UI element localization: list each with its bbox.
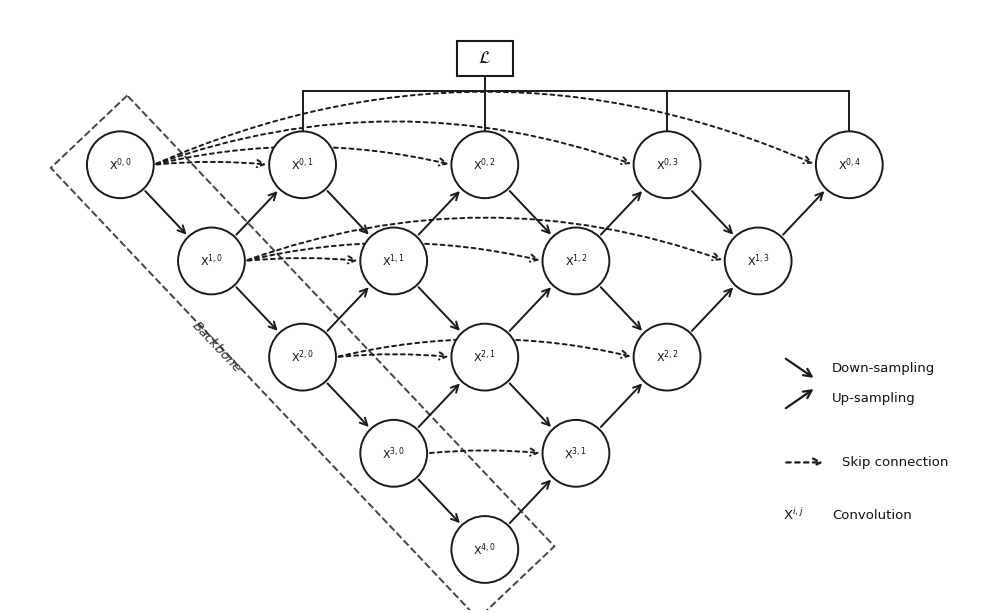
Circle shape: [725, 227, 792, 294]
Text: X$^{1,3}$: X$^{1,3}$: [747, 253, 770, 269]
Circle shape: [543, 227, 609, 294]
Text: Down-sampling: Down-sampling: [832, 362, 935, 375]
Text: X$^{3,0}$: X$^{3,0}$: [382, 445, 405, 462]
FancyBboxPatch shape: [457, 41, 513, 75]
Circle shape: [451, 324, 518, 390]
Text: X$^{2,2}$: X$^{2,2}$: [656, 349, 678, 365]
Text: X$^{2,1}$: X$^{2,1}$: [473, 349, 496, 365]
Circle shape: [451, 131, 518, 198]
Text: X$^{0,0}$: X$^{0,0}$: [109, 156, 132, 173]
Circle shape: [87, 131, 154, 198]
Circle shape: [360, 420, 427, 487]
Text: X$^{0,2}$: X$^{0,2}$: [473, 156, 496, 173]
Text: X$^{4,0}$: X$^{4,0}$: [473, 541, 496, 558]
Text: X$^{1,1}$: X$^{1,1}$: [382, 253, 405, 269]
Circle shape: [269, 131, 336, 198]
Circle shape: [360, 227, 427, 294]
Text: Backbone: Backbone: [189, 319, 244, 375]
Circle shape: [634, 131, 700, 198]
Text: X$^{1,2}$: X$^{1,2}$: [565, 253, 587, 269]
Text: Up-sampling: Up-sampling: [832, 392, 916, 405]
Text: Convolution: Convolution: [832, 509, 912, 522]
Text: X$^{0,1}$: X$^{0,1}$: [291, 156, 314, 173]
Circle shape: [816, 131, 883, 198]
Circle shape: [451, 516, 518, 583]
Text: X$^{i,j}$: X$^{i,j}$: [783, 507, 805, 523]
Circle shape: [269, 324, 336, 390]
Text: $\mathcal{L}$: $\mathcal{L}$: [478, 50, 491, 67]
Text: X$^{1,0}$: X$^{1,0}$: [200, 253, 223, 269]
Circle shape: [634, 324, 700, 390]
Text: X$^{2,0}$: X$^{2,0}$: [291, 349, 314, 365]
Text: Skip connection: Skip connection: [842, 456, 949, 469]
Circle shape: [543, 420, 609, 487]
Text: X$^{0,3}$: X$^{0,3}$: [656, 156, 679, 173]
Circle shape: [178, 227, 245, 294]
Text: X$^{3,1}$: X$^{3,1}$: [564, 445, 587, 462]
Text: X$^{0,4}$: X$^{0,4}$: [838, 156, 861, 173]
